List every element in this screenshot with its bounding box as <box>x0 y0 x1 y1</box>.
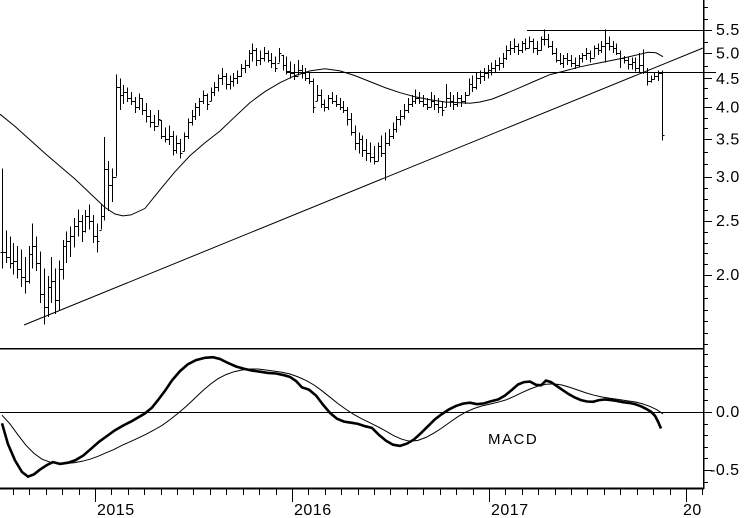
macd-signal-line <box>1 368 664 464</box>
moving-average-line <box>0 51 664 217</box>
axis-label: 5.0 <box>716 45 740 62</box>
year-label: 2017 <box>491 502 529 518</box>
macd-indicator-label: MACD <box>488 431 539 448</box>
axis-label: 2.0 <box>716 267 740 284</box>
rising-trendline <box>23 47 704 326</box>
axis-label: 2.5 <box>716 213 740 230</box>
macd-pane <box>0 355 664 479</box>
ohlc-price-bars <box>0 29 665 325</box>
year-label: 2018 <box>683 502 721 518</box>
year-label: 2016 <box>294 502 332 518</box>
axis-label: 0.0 <box>716 404 740 421</box>
axis-label: 4.0 <box>716 99 740 116</box>
year-labels: 2015 2016 2017 2018 <box>97 502 721 518</box>
axis-label: -0.5 <box>710 462 740 479</box>
year-label: 2015 <box>97 502 135 518</box>
axis-label: 3.0 <box>716 169 740 186</box>
axis-label: 5.5 <box>716 22 740 39</box>
right-axis: 5.5 5.0 4.5 4.0 3.5 3.0 2.5 2.0 0.0 -0.5 <box>702 0 740 489</box>
reference-lines <box>0 30 716 413</box>
macd-line <box>0 355 663 479</box>
axis-label: 3.5 <box>716 132 740 149</box>
bottom-axis: 2015 2016 2017 2018 <box>0 487 721 518</box>
axis-label: 4.5 <box>716 71 740 88</box>
